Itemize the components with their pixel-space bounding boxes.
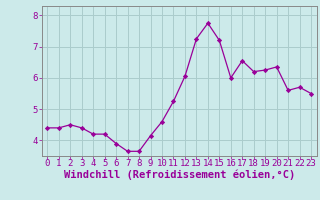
X-axis label: Windchill (Refroidissement éolien,°C): Windchill (Refroidissement éolien,°C) [64,170,295,180]
